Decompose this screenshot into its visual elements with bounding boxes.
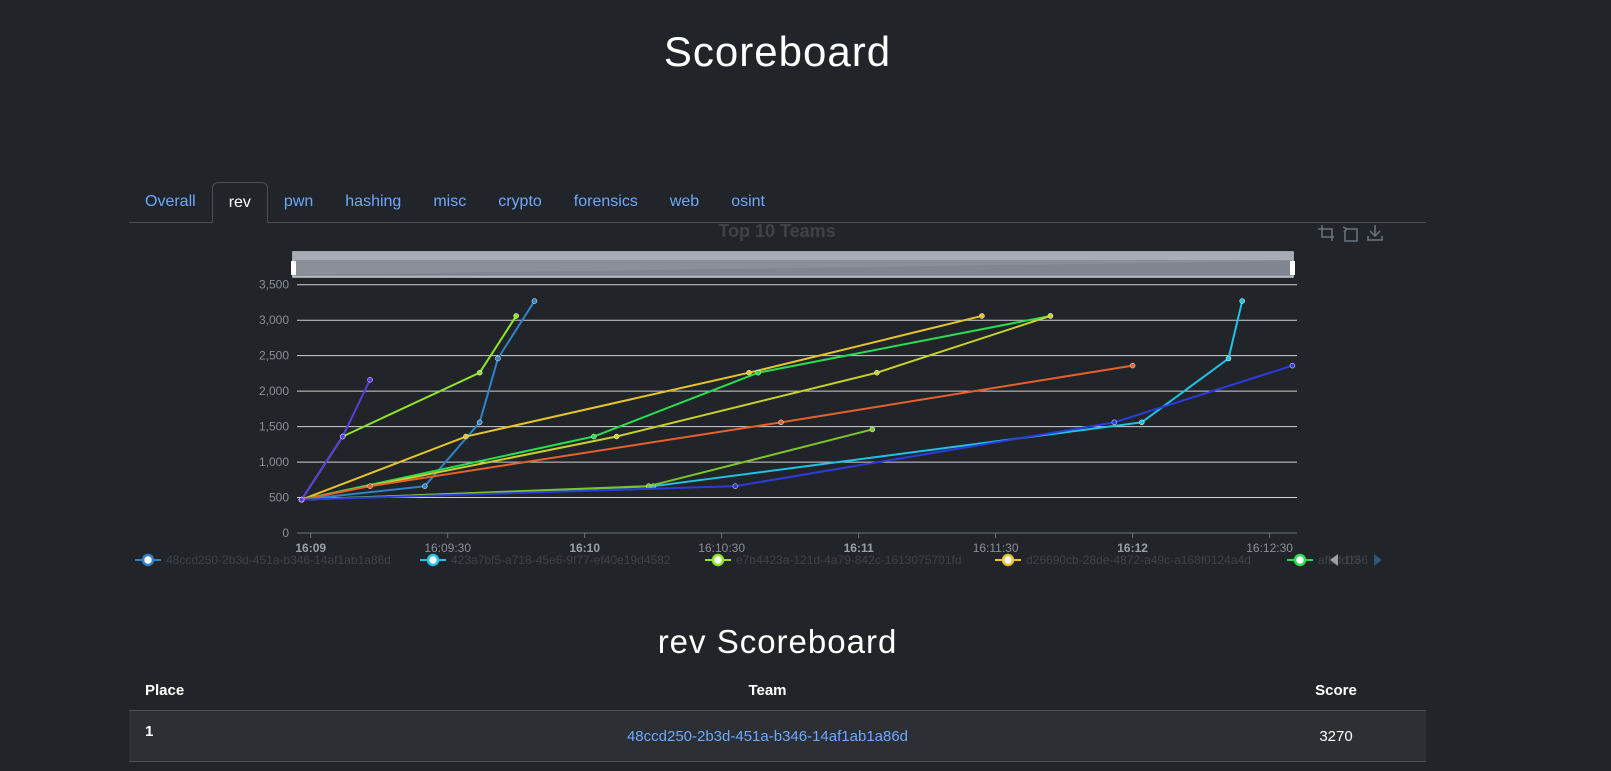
row-score: 3270 [1319,727,1353,745]
zoom-handle-right[interactable] [1290,261,1295,275]
y-tick-label: 3,500 [259,278,289,292]
y-tick-label: 2,500 [259,349,289,363]
data-point[interactable] [339,433,346,440]
data-zoom-slider[interactable] [291,251,1295,278]
series-line [300,379,371,501]
data-point[interactable] [367,483,373,489]
page-title: Scoreboard [663,28,892,75]
data-point[interactable] [1129,362,1136,369]
tab-rev[interactable]: rev [211,182,268,223]
data-point[interactable] [367,377,373,383]
series-4 [298,313,985,503]
data-point[interactable] [979,313,985,319]
legend-prev-icon[interactable] [1330,554,1338,566]
legend-item[interactable]: afbdd166 [1287,553,1368,567]
legend-item[interactable]: d26690cb-28de-4872-a49c-a168f0124a4d [995,553,1251,567]
series-9 [298,362,1296,503]
series-line [301,428,873,501]
chart-title: Top 10 Teams [718,223,835,241]
legend-label: afbdd166 [1318,553,1368,567]
tab-crypto[interactable]: crypto [498,193,542,210]
tab-forensics[interactable]: forensics [573,193,638,210]
row-place: 1 [145,723,154,740]
data-point[interactable] [422,483,428,489]
data-point[interactable] [613,433,620,440]
data-point[interactable] [463,433,469,440]
tab-overall[interactable]: Overall [145,193,196,210]
legend-item[interactable]: 48ccd250-2b3d-451a-b346-14af1ab1a86d [135,553,391,567]
legend-label: d26690cb-28de-4872-a49c-a168f0124a4d [1026,553,1251,567]
x-tick-label: 16:12:30 [1246,541,1293,555]
download-icon[interactable] [1367,225,1383,241]
data-point[interactable] [778,419,784,426]
table-header: Place Team Score [129,671,1426,711]
x-tick-label: 16:11:30 [973,541,1019,555]
zoom-reset-icon[interactable] [1342,226,1358,242]
y-tick-label: 3,000 [259,313,289,327]
x-tick-label: 16:10 [569,541,600,555]
y-tick-label: 2,000 [259,384,289,398]
data-point[interactable] [874,369,880,376]
series-3 [298,313,519,503]
zoom-handle-left[interactable] [291,261,296,275]
y-tick-label: 1,500 [259,420,289,434]
data-point[interactable] [1289,362,1296,369]
legend-label: 48ccd250-2b3d-451a-b346-14af1ab1a86d [166,553,391,567]
tab-misc[interactable]: misc [433,193,467,210]
x-tick-label: 16:09:30 [424,541,471,555]
header-score: Score [1315,682,1357,699]
series-line [301,314,1051,501]
y-tick-label: 0 [282,526,289,540]
score-chart: Top 10 Teams 0 500 1,000 1,500 2,000 2,500 3,00… [135,223,1383,567]
series-line [301,314,983,501]
x-tick-label: 16:09 [295,541,326,555]
series-line [301,364,1133,501]
data-point[interactable] [476,419,483,426]
tab-pwn[interactable]: pwn [283,193,314,210]
legend-label: 423a7bf5-a718-45e6-9f77-ef40e19d4582 [451,553,671,567]
header-team: Team [748,682,787,699]
x-tick-label: 16:12 [1117,541,1148,555]
tab-web[interactable]: web [669,193,700,210]
data-point[interactable] [869,426,876,433]
data-point[interactable] [755,369,761,376]
series-7 [298,362,1136,503]
x-tick-label: 16:10:30 [698,541,745,555]
table-row: 1 48ccd250-2b3d-451a-b346-14af1ab1a86d 3… [129,711,1426,762]
section-title: rev Scoreboard [657,623,898,660]
y-tick-label: 500 [269,491,289,505]
row-team-link[interactable]: 48ccd250-2b3d-451a-b346-14af1ab1a86d [626,727,909,745]
data-point[interactable] [591,433,597,440]
series-5 [298,313,1054,503]
data-point[interactable] [495,355,501,362]
data-point[interactable] [1111,419,1118,426]
data-point[interactable] [476,369,483,376]
scoreboard-table: Place Team Score 1 48ccd250-2b3d-451a-b3… [129,671,1426,762]
legend-page-indicator: 1/3 [1344,553,1361,567]
category-tabs: Overall rev pwn hashing misc crypto forensics w… [129,182,1426,223]
series-line [301,314,1051,501]
data-point[interactable] [1225,355,1232,362]
legend-next-icon[interactable] [1374,554,1382,566]
data-point[interactable] [1239,298,1245,304]
data-point[interactable] [1138,419,1145,426]
data-point[interactable] [732,483,739,489]
data-point[interactable] [531,298,538,304]
header-place: Place [145,682,185,699]
data-point[interactable] [298,496,305,503]
series-10 [298,377,373,503]
zoom-icon[interactable] [1318,225,1334,241]
series-6 [298,313,1054,503]
data-point[interactable] [746,369,752,376]
y-tick-label: 1,000 [259,455,289,469]
tab-hashing[interactable]: hashing [345,193,402,210]
legend-item[interactable]: 423a7bf5-a718-45e6-9f77-ef40e19d4582 [420,553,671,567]
legend-item[interactable]: e7b4423a-121d-4a79-842c-1613075701fd [705,553,962,567]
tab-osint[interactable]: osint [731,193,765,210]
data-point[interactable] [513,313,519,319]
series-line [301,364,1293,501]
legend-label: e7b4423a-121d-4a79-842c-1613075701fd [736,553,962,567]
data-point[interactable] [1047,313,1054,319]
x-tick-label: 16:11 [844,541,874,555]
